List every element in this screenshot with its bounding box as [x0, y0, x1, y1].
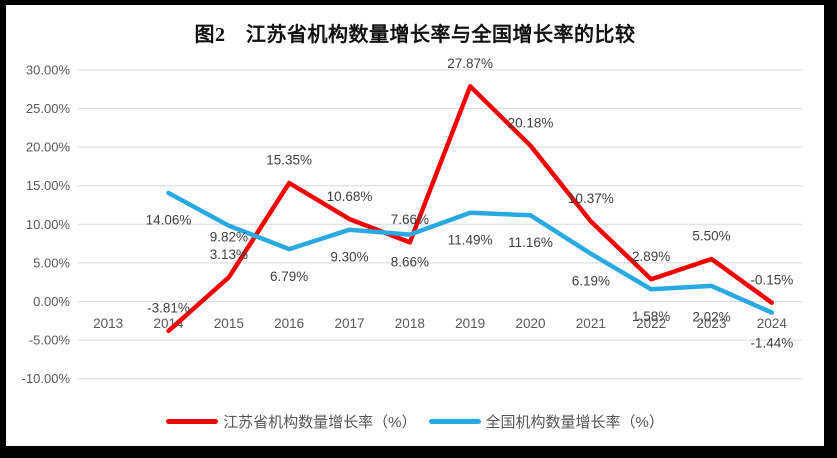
data-label: 10.68%	[327, 189, 373, 204]
x-axis-category-label: 2019	[455, 316, 485, 331]
data-label: 20.18%	[508, 115, 554, 130]
series-line-1	[166, 190, 775, 315]
x-axis-category-label: 2020	[515, 316, 545, 331]
legend-label-jiangsu: 江苏省机构数量增长率（%）	[223, 414, 417, 431]
legend-item-jiangsu: 江苏省机构数量增长率（%）	[166, 411, 417, 432]
data-label: 11.16%	[508, 235, 553, 250]
legend-line-swatch-blue	[428, 419, 481, 424]
data-label: 11.49%	[448, 232, 493, 247]
x-axis-category-label: 2013	[93, 316, 123, 331]
x-axis-category-label: 2022	[636, 316, 666, 331]
y-axis-tick-label: 25.00%	[26, 101, 71, 116]
data-label: -0.15%	[750, 272, 793, 287]
legend-label-national: 全国机构数量增长率（%）	[485, 414, 664, 431]
data-label: 9.82%	[210, 229, 248, 244]
series-line-0	[166, 84, 775, 334]
y-axis-tick-label: 0.00%	[33, 294, 70, 309]
y-axis-tick-label: 30.00%	[26, 62, 71, 77]
data-label: 9.30%	[330, 249, 368, 264]
data-label: -1.44%	[750, 335, 793, 350]
y-axis-tick-label: 5.00%	[33, 255, 70, 270]
x-axis-category-label: 2021	[576, 316, 606, 331]
y-axis-tick-label: 15.00%	[26, 178, 71, 193]
data-label: 1.58%	[632, 309, 670, 324]
chart-legend: 江苏省机构数量增长率（%） 全国机构数量增长率（%）	[6, 411, 824, 432]
data-label: 6.79%	[270, 269, 308, 284]
data-label: 5.50%	[692, 229, 730, 244]
data-label: 27.87%	[447, 56, 493, 71]
x-axis-category-label: 2023	[696, 316, 726, 331]
x-axis-category-label: 2024	[757, 316, 788, 331]
data-label: 10.37%	[568, 191, 614, 206]
data-label: 6.19%	[572, 273, 610, 288]
y-axis-tick-label: -10.00%	[22, 371, 71, 386]
x-axis-category-label: 2018	[395, 316, 425, 331]
x-axis-category-label: 2017	[334, 316, 364, 331]
data-label: 2.02%	[692, 310, 730, 325]
data-label: 7.66%	[391, 212, 429, 227]
data-label: 8.66%	[391, 254, 429, 269]
data-label: 15.35%	[266, 153, 312, 168]
line-chart: 30.00% 25.00% 20.00% 15.00% 10.00% 5.00% 0.00%…	[22, 56, 802, 386]
legend-item-national: 全国机构数量增长率（%）	[428, 411, 664, 432]
chart-canvas: 图2 江苏省机构数量增长率与全国增长率的比较 30.00% 25.00% 20.00…	[6, 5, 824, 446]
chart-title: 图2 江苏省机构数量增长率与全国增长率的比较	[194, 24, 636, 46]
y-axis-tick-label: 10.00%	[26, 217, 71, 232]
data-label: 14.06%	[146, 213, 192, 228]
x-axis-category-label: 2015	[214, 316, 244, 331]
y-axis-tick-label: 20.00%	[26, 140, 71, 155]
legend-line-swatch-red	[166, 419, 219, 424]
data-label: 2.89%	[632, 249, 670, 264]
data-label: 3.13%	[210, 247, 248, 262]
x-axis-category-label: 2014	[153, 316, 184, 331]
data-label: -3.81%	[147, 301, 190, 316]
y-axis-tick-label: -5.00%	[29, 333, 71, 348]
x-axis-category-label: 2016	[274, 316, 304, 331]
